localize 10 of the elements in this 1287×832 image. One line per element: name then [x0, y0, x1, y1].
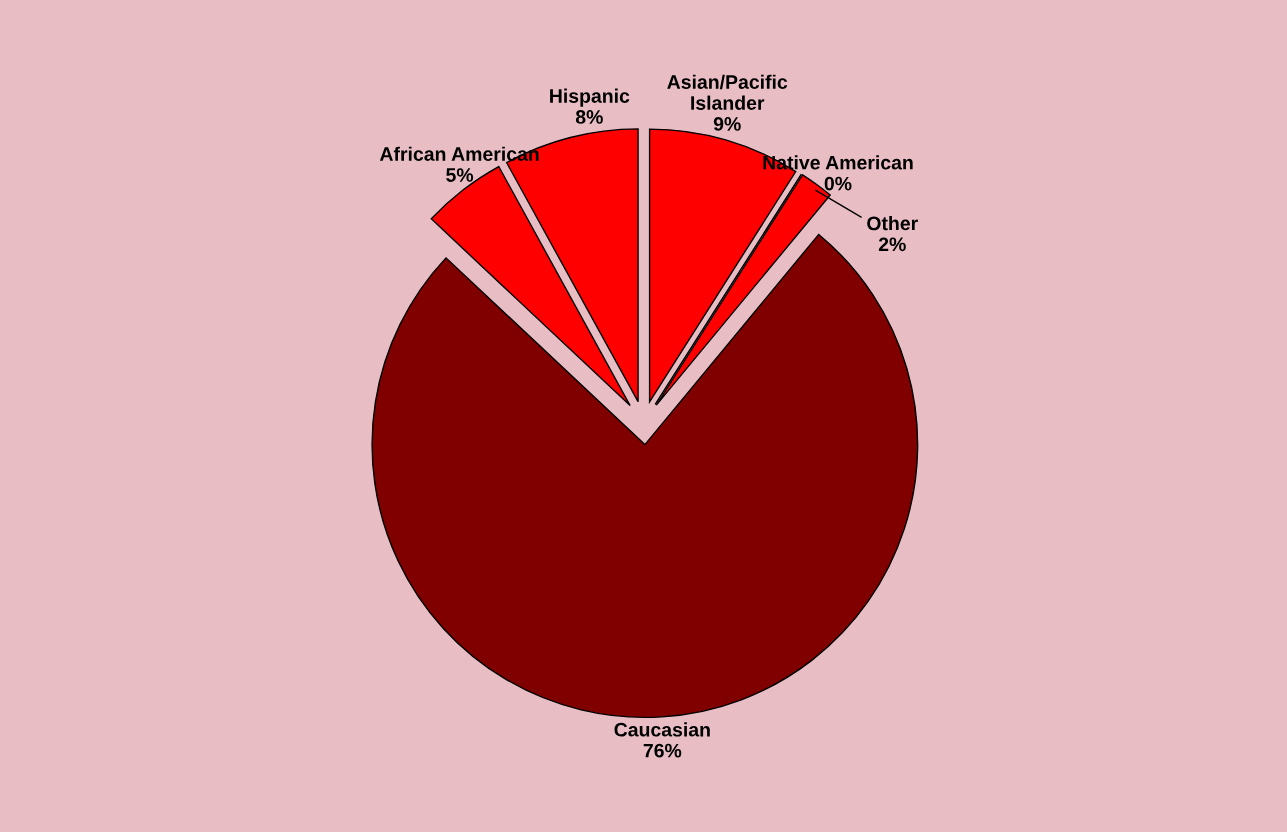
data-label: 2% — [878, 237, 906, 252]
slice-label: Caucasian — [614, 722, 710, 737]
data-label: 8% — [575, 110, 603, 124]
data-label: 76% — [643, 743, 682, 758]
text: 0% — [824, 176, 852, 191]
slice-label: Other — [867, 215, 918, 231]
slice-label: Asian/Pacific Islander — [667, 74, 788, 110]
data-label: 9% — [713, 117, 741, 131]
data-label: 5% — [446, 168, 474, 182]
slice-label: Hispanic — [550, 88, 630, 107]
